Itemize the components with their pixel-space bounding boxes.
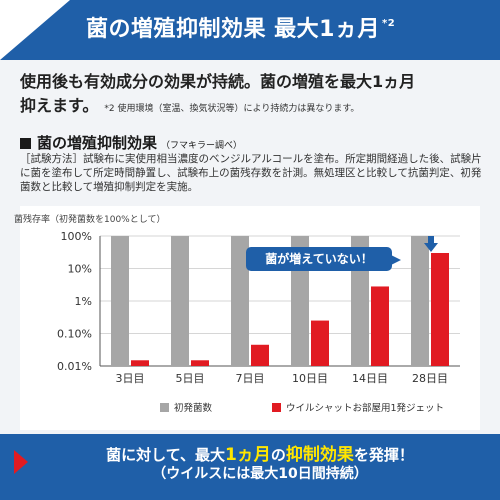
banner-text-e: を発揮！	[353, 446, 414, 464]
square-bullet-icon	[20, 138, 31, 149]
bar-product	[251, 344, 269, 366]
chart-y-label: 菌残存率（初発菌数を100%として）	[14, 215, 166, 225]
test-method: ［試験方法］試験布に実使用相当濃度のベンジルアルコールを塗布。所定期間経過した後…	[20, 153, 482, 193]
y-tick-label: 10%	[68, 263, 92, 276]
bar-initial	[171, 236, 189, 366]
callout-bubble: 菌が増えていない！	[246, 247, 401, 271]
bar-initial	[111, 236, 129, 366]
header-band	[0, 0, 500, 60]
legend-item-initial: 初発菌数	[160, 400, 212, 414]
section-source: （フマキラー調べ）	[161, 141, 243, 151]
footnote-ref: *2	[381, 18, 396, 29]
lead-note: *2 使用環境（室温、換気状況等）により持続力は異なります。	[104, 104, 360, 114]
triangle-marker-icon	[14, 450, 28, 474]
banner-line-1: 菌に対して、最大1ヵ月の抑制効果を発揮！	[40, 440, 480, 465]
bar-initial	[231, 236, 249, 366]
bar-product	[311, 320, 329, 366]
lead-text: 使用後も有効成分の効果が持続。菌の増殖を最大1ヵ月 抑えます。 *2 使用環境（室…	[20, 70, 490, 121]
lead-line-1: 使用後も有効成分の効果が持続。菌の増殖を最大1ヵ月	[20, 72, 416, 91]
banner-text-a: 菌に対して、最大	[106, 446, 225, 464]
bar-product	[431, 252, 449, 366]
bar-product	[371, 286, 389, 366]
section-title: 菌の増殖抑制効果 （フマキラー調べ）	[20, 132, 242, 153]
y-tick-label: 1%	[75, 295, 92, 308]
banner-text-c: の	[270, 446, 286, 464]
bar-chart: 100% 10% 1% 0.10% 0.01% 3日目 5日目 7日目 10日目 14日目 28日目	[57, 230, 460, 385]
bar-product	[191, 360, 209, 366]
legend-label-product: ウイルシャットお部屋用1発ジェット	[286, 403, 445, 414]
bar-initial	[411, 236, 429, 366]
section-title-text: 菌の増殖抑制効果	[37, 134, 158, 152]
x-tick-label: 28日目	[412, 372, 448, 385]
bottom-banner	[0, 434, 500, 500]
banner-line-2: （ウイルスには最大10日間持続）	[152, 466, 368, 482]
legend-swatch-red	[272, 403, 281, 412]
bar-product	[131, 360, 149, 366]
lead-line-2-wrap: 抑えます。 *2 使用環境（室温、換気状況等）により持続力は異なります。	[20, 94, 490, 121]
header: 菌の増殖抑制効果 最大1ヵ月 *2	[0, 0, 500, 60]
lead-line-2: 抑えます。	[20, 96, 99, 115]
banner-highlight-effect: 抑制効果	[285, 445, 354, 465]
chart-panel	[20, 206, 480, 430]
x-tick-label: 7日目	[236, 372, 265, 385]
banner-highlight-month: 1ヵ月	[224, 445, 271, 465]
y-tick-label: 100%	[61, 230, 92, 243]
x-tick-label: 5日目	[176, 372, 205, 385]
legend-item-product: ウイルシャットお部屋用1発ジェット	[272, 400, 444, 414]
x-tick-label: 3日目	[116, 372, 145, 385]
y-tick-label: 0.01%	[57, 360, 92, 373]
legend-swatch-gray	[160, 403, 169, 412]
page-title-text: 菌の増殖抑制効果 最大1ヵ月	[86, 17, 380, 42]
down-arrow-icon	[424, 236, 438, 252]
y-tick-label: 0.10%	[57, 328, 92, 341]
legend-label-initial: 初発菌数	[174, 403, 213, 414]
x-tick-label: 10日目	[292, 372, 328, 385]
page-title: 菌の増殖抑制効果 最大1ヵ月 *2	[86, 11, 486, 43]
x-tick-label: 14日目	[352, 372, 388, 385]
